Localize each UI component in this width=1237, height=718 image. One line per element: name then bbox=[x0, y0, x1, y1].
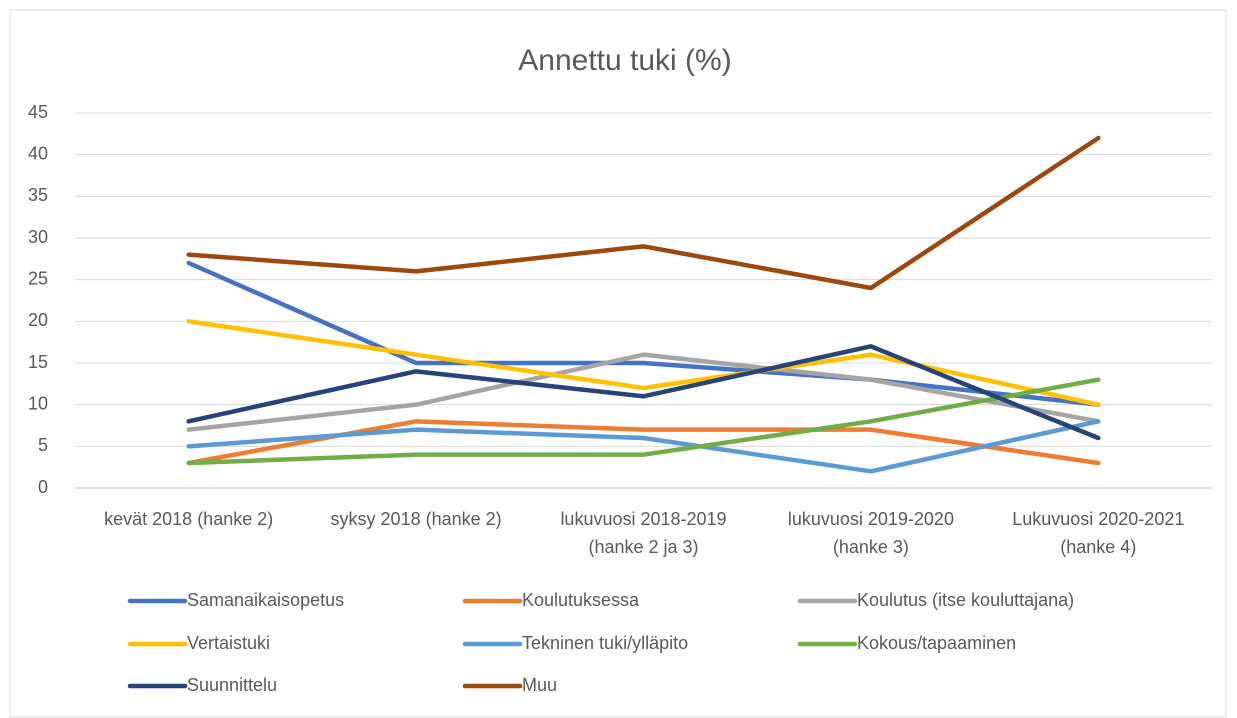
x-tick-label-line: Lukuvuosi 2020-2021 bbox=[1012, 509, 1184, 529]
y-tick-label: 35 bbox=[28, 185, 48, 205]
legend-label: Muu bbox=[522, 675, 557, 695]
x-tick-label-line: lukuvuosi 2019-2020 bbox=[788, 509, 954, 529]
x-tick-label-line: lukuvuosi 2018-2019 bbox=[560, 509, 726, 529]
y-tick-label: 0 bbox=[38, 477, 48, 497]
series-line bbox=[186, 260, 1101, 407]
legend-label: Koulutus (itse kouluttajana) bbox=[857, 590, 1074, 610]
series-line bbox=[186, 419, 1101, 474]
legend-label: Vertaistuki bbox=[187, 633, 270, 653]
x-tick-label: lukuvuosi 2018-2019 (hanke 2 ja 3) bbox=[560, 509, 726, 557]
legend-label: Koulutuksessa bbox=[522, 590, 640, 610]
y-tick-label: 5 bbox=[38, 435, 48, 455]
legend-label: Kokous/tapaaminen bbox=[857, 633, 1016, 653]
y-tick-label: 45 bbox=[28, 102, 48, 122]
legend-label: Samanaikaisopetus bbox=[187, 590, 344, 610]
y-tick-label: 10 bbox=[28, 393, 48, 413]
y-tick-label: 15 bbox=[28, 352, 48, 372]
legend-label: Tekninen tuki/ylläpito bbox=[522, 633, 688, 653]
x-tick-label-line: (hanke 2 ja 3) bbox=[588, 537, 698, 557]
y-tick-label: 30 bbox=[28, 227, 48, 247]
x-tick-label-line: (hanke 4) bbox=[1060, 537, 1136, 557]
series-line bbox=[186, 319, 1101, 407]
x-tick-label-line: (hanke 3) bbox=[833, 537, 909, 557]
x-tick-label: syksy 2018 (hanke 2) bbox=[331, 509, 502, 529]
series-line bbox=[186, 135, 1101, 291]
y-tick-label: 20 bbox=[28, 310, 48, 330]
x-tick-label: kevät 2018 (hanke 2) bbox=[104, 509, 273, 529]
series-line bbox=[186, 352, 1101, 432]
x-tick-label: lukuvuosi 2019-2020 (hanke 3) bbox=[788, 509, 954, 557]
chart-title: Annettu tuki (%) bbox=[518, 44, 731, 77]
y-tick-label: 40 bbox=[28, 143, 48, 163]
x-tick-label: Lukuvuosi 2020-2021 (hanke 4) bbox=[1012, 509, 1184, 557]
series-line bbox=[186, 344, 1101, 441]
legend-label: Suunnittelu bbox=[187, 675, 277, 695]
series-line bbox=[186, 377, 1101, 466]
y-tick-label: 25 bbox=[28, 268, 48, 288]
